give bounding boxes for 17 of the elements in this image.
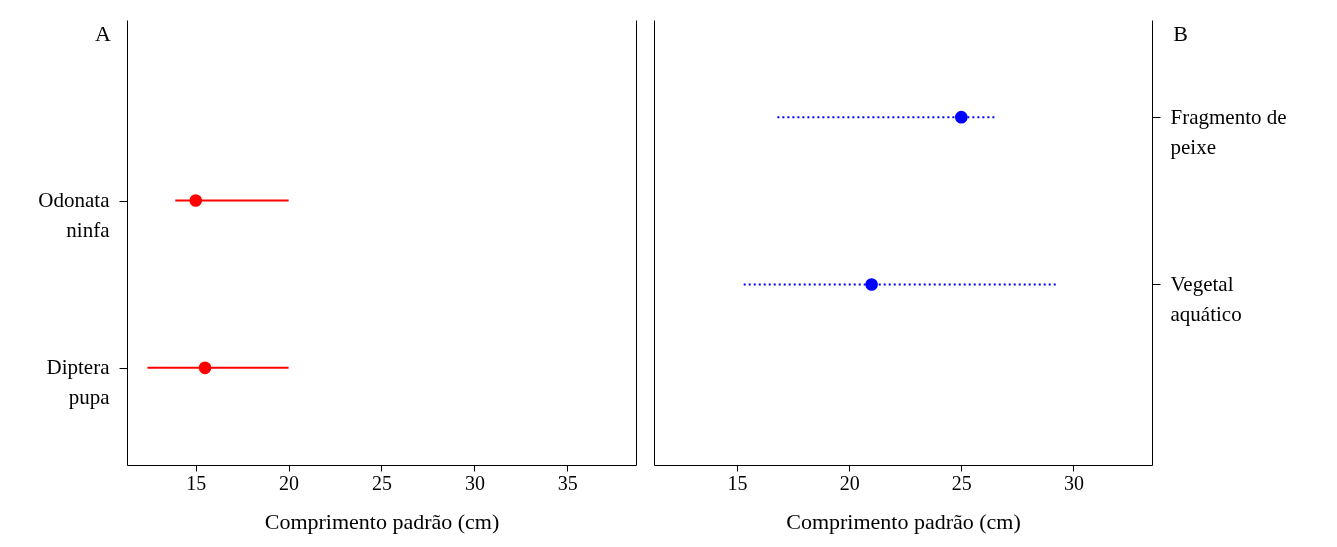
chart-title: A [95, 21, 111, 46]
x-tick-label: 15 [727, 471, 748, 494]
x-axis-title: Comprimento padrão (cm) [264, 508, 500, 534]
x-tick-label: 35 [557, 471, 578, 494]
chart-title: B [1173, 21, 1188, 46]
x-tick-label: 25 [951, 471, 972, 494]
y-tick-label: Odonata ninfa [38, 188, 111, 243]
x-tick-label: 20 [279, 471, 300, 494]
y-tick-label: Vegetal aquático [1170, 271, 1242, 326]
x-tick-label: 30 [464, 471, 485, 494]
y-tick-label: Fragmento de peixe [1170, 104, 1287, 159]
x-tick-label: 15 [186, 471, 207, 494]
x-tick-label: 30 [1063, 471, 1084, 494]
x-tick-label: 25 [372, 471, 392, 494]
y-tick-label: Diptera pupa [46, 355, 111, 410]
x-axis-title: Comprimento padrão (cm) [786, 508, 1021, 534]
x-tick-label: 20 [839, 471, 860, 494]
